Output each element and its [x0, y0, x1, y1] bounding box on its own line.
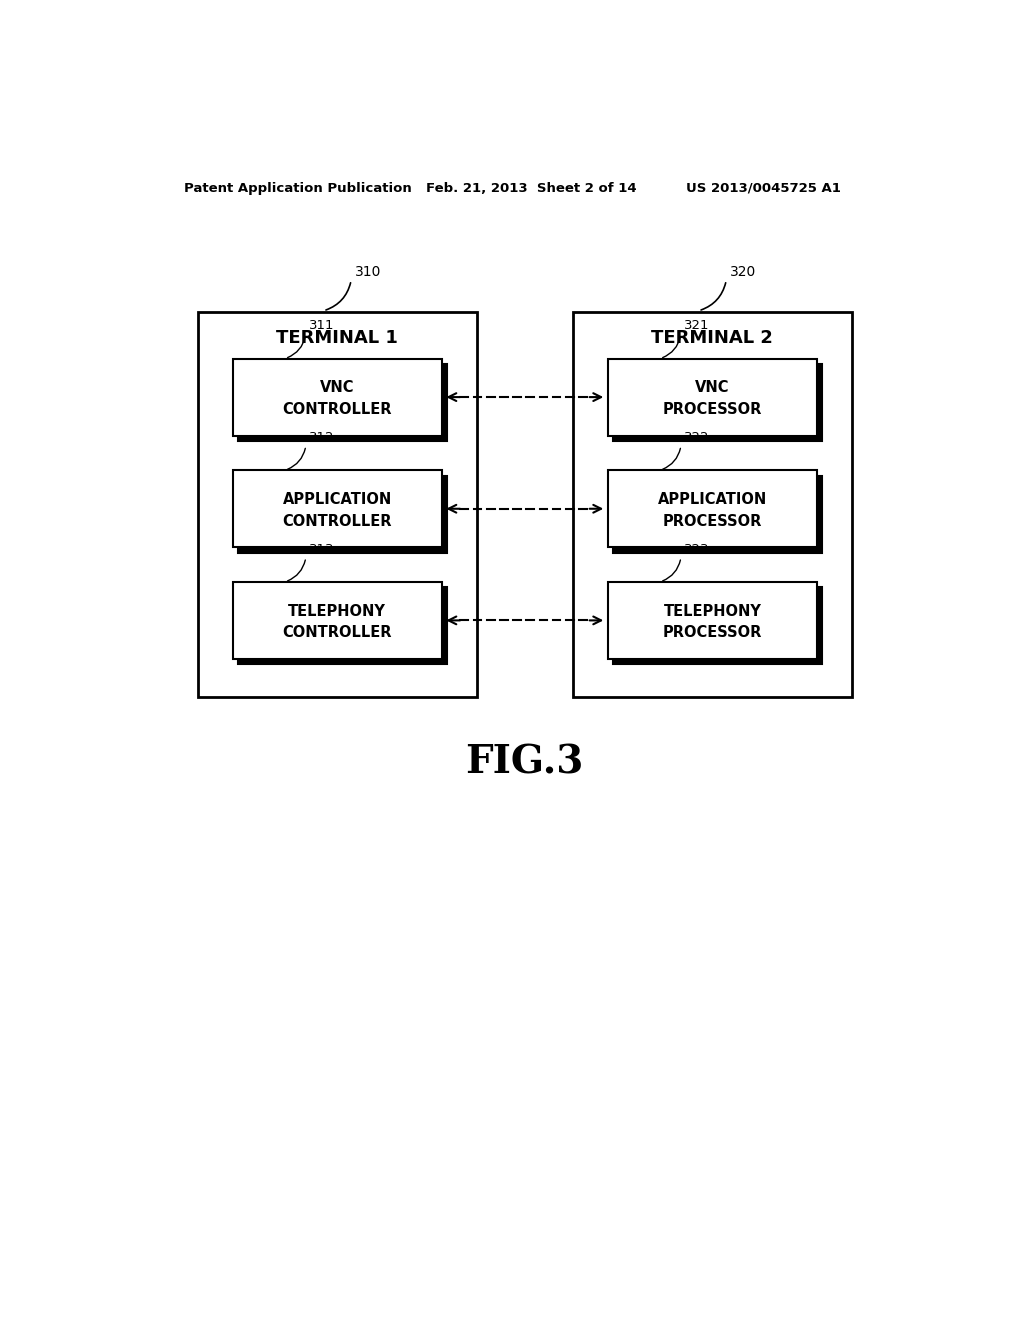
Text: 310: 310 [355, 264, 382, 279]
Text: TELEPHONY: TELEPHONY [664, 603, 761, 619]
Text: APPLICATION: APPLICATION [283, 492, 392, 507]
Text: PROCESSOR: PROCESSOR [663, 513, 762, 528]
Bar [238, 364, 447, 441]
Text: Patent Application Publication: Patent Application Publication [183, 182, 412, 194]
Text: TELEPHONY: TELEPHONY [289, 603, 386, 619]
Text: US 2013/0045725 A1: US 2013/0045725 A1 [686, 182, 841, 194]
Text: CONTROLLER: CONTROLLER [283, 401, 392, 417]
Text: 321: 321 [684, 319, 710, 333]
Bar [613, 475, 822, 553]
Bar [232, 470, 442, 548]
Bar [607, 470, 817, 548]
Text: 320: 320 [730, 264, 757, 279]
Text: PROCESSOR: PROCESSOR [663, 401, 762, 417]
Text: 312: 312 [309, 432, 335, 444]
Text: Feb. 21, 2013  Sheet 2 of 14: Feb. 21, 2013 Sheet 2 of 14 [426, 182, 637, 194]
Text: TERMINAL 2: TERMINAL 2 [651, 330, 773, 347]
Text: CONTROLLER: CONTROLLER [283, 513, 392, 528]
Bar [613, 364, 822, 441]
Text: 313: 313 [309, 543, 335, 556]
Bar [232, 582, 442, 659]
Text: VNC: VNC [695, 380, 729, 396]
Text: TERMINAL 1: TERMINAL 1 [276, 330, 398, 347]
Bar [613, 587, 822, 664]
Bar [607, 359, 817, 436]
Text: VNC: VNC [319, 380, 354, 396]
Text: APPLICATION: APPLICATION [657, 492, 767, 507]
Bar [607, 582, 817, 659]
Bar [572, 313, 852, 697]
Text: 311: 311 [309, 319, 335, 333]
Bar [232, 359, 442, 436]
Bar [238, 475, 447, 553]
Text: CONTROLLER: CONTROLLER [283, 626, 392, 640]
Bar [238, 587, 447, 664]
Text: PROCESSOR: PROCESSOR [663, 626, 762, 640]
Text: FIG.3: FIG.3 [466, 743, 584, 781]
Bar [198, 313, 477, 697]
Text: 323: 323 [684, 543, 710, 556]
Text: 322: 322 [684, 432, 710, 444]
